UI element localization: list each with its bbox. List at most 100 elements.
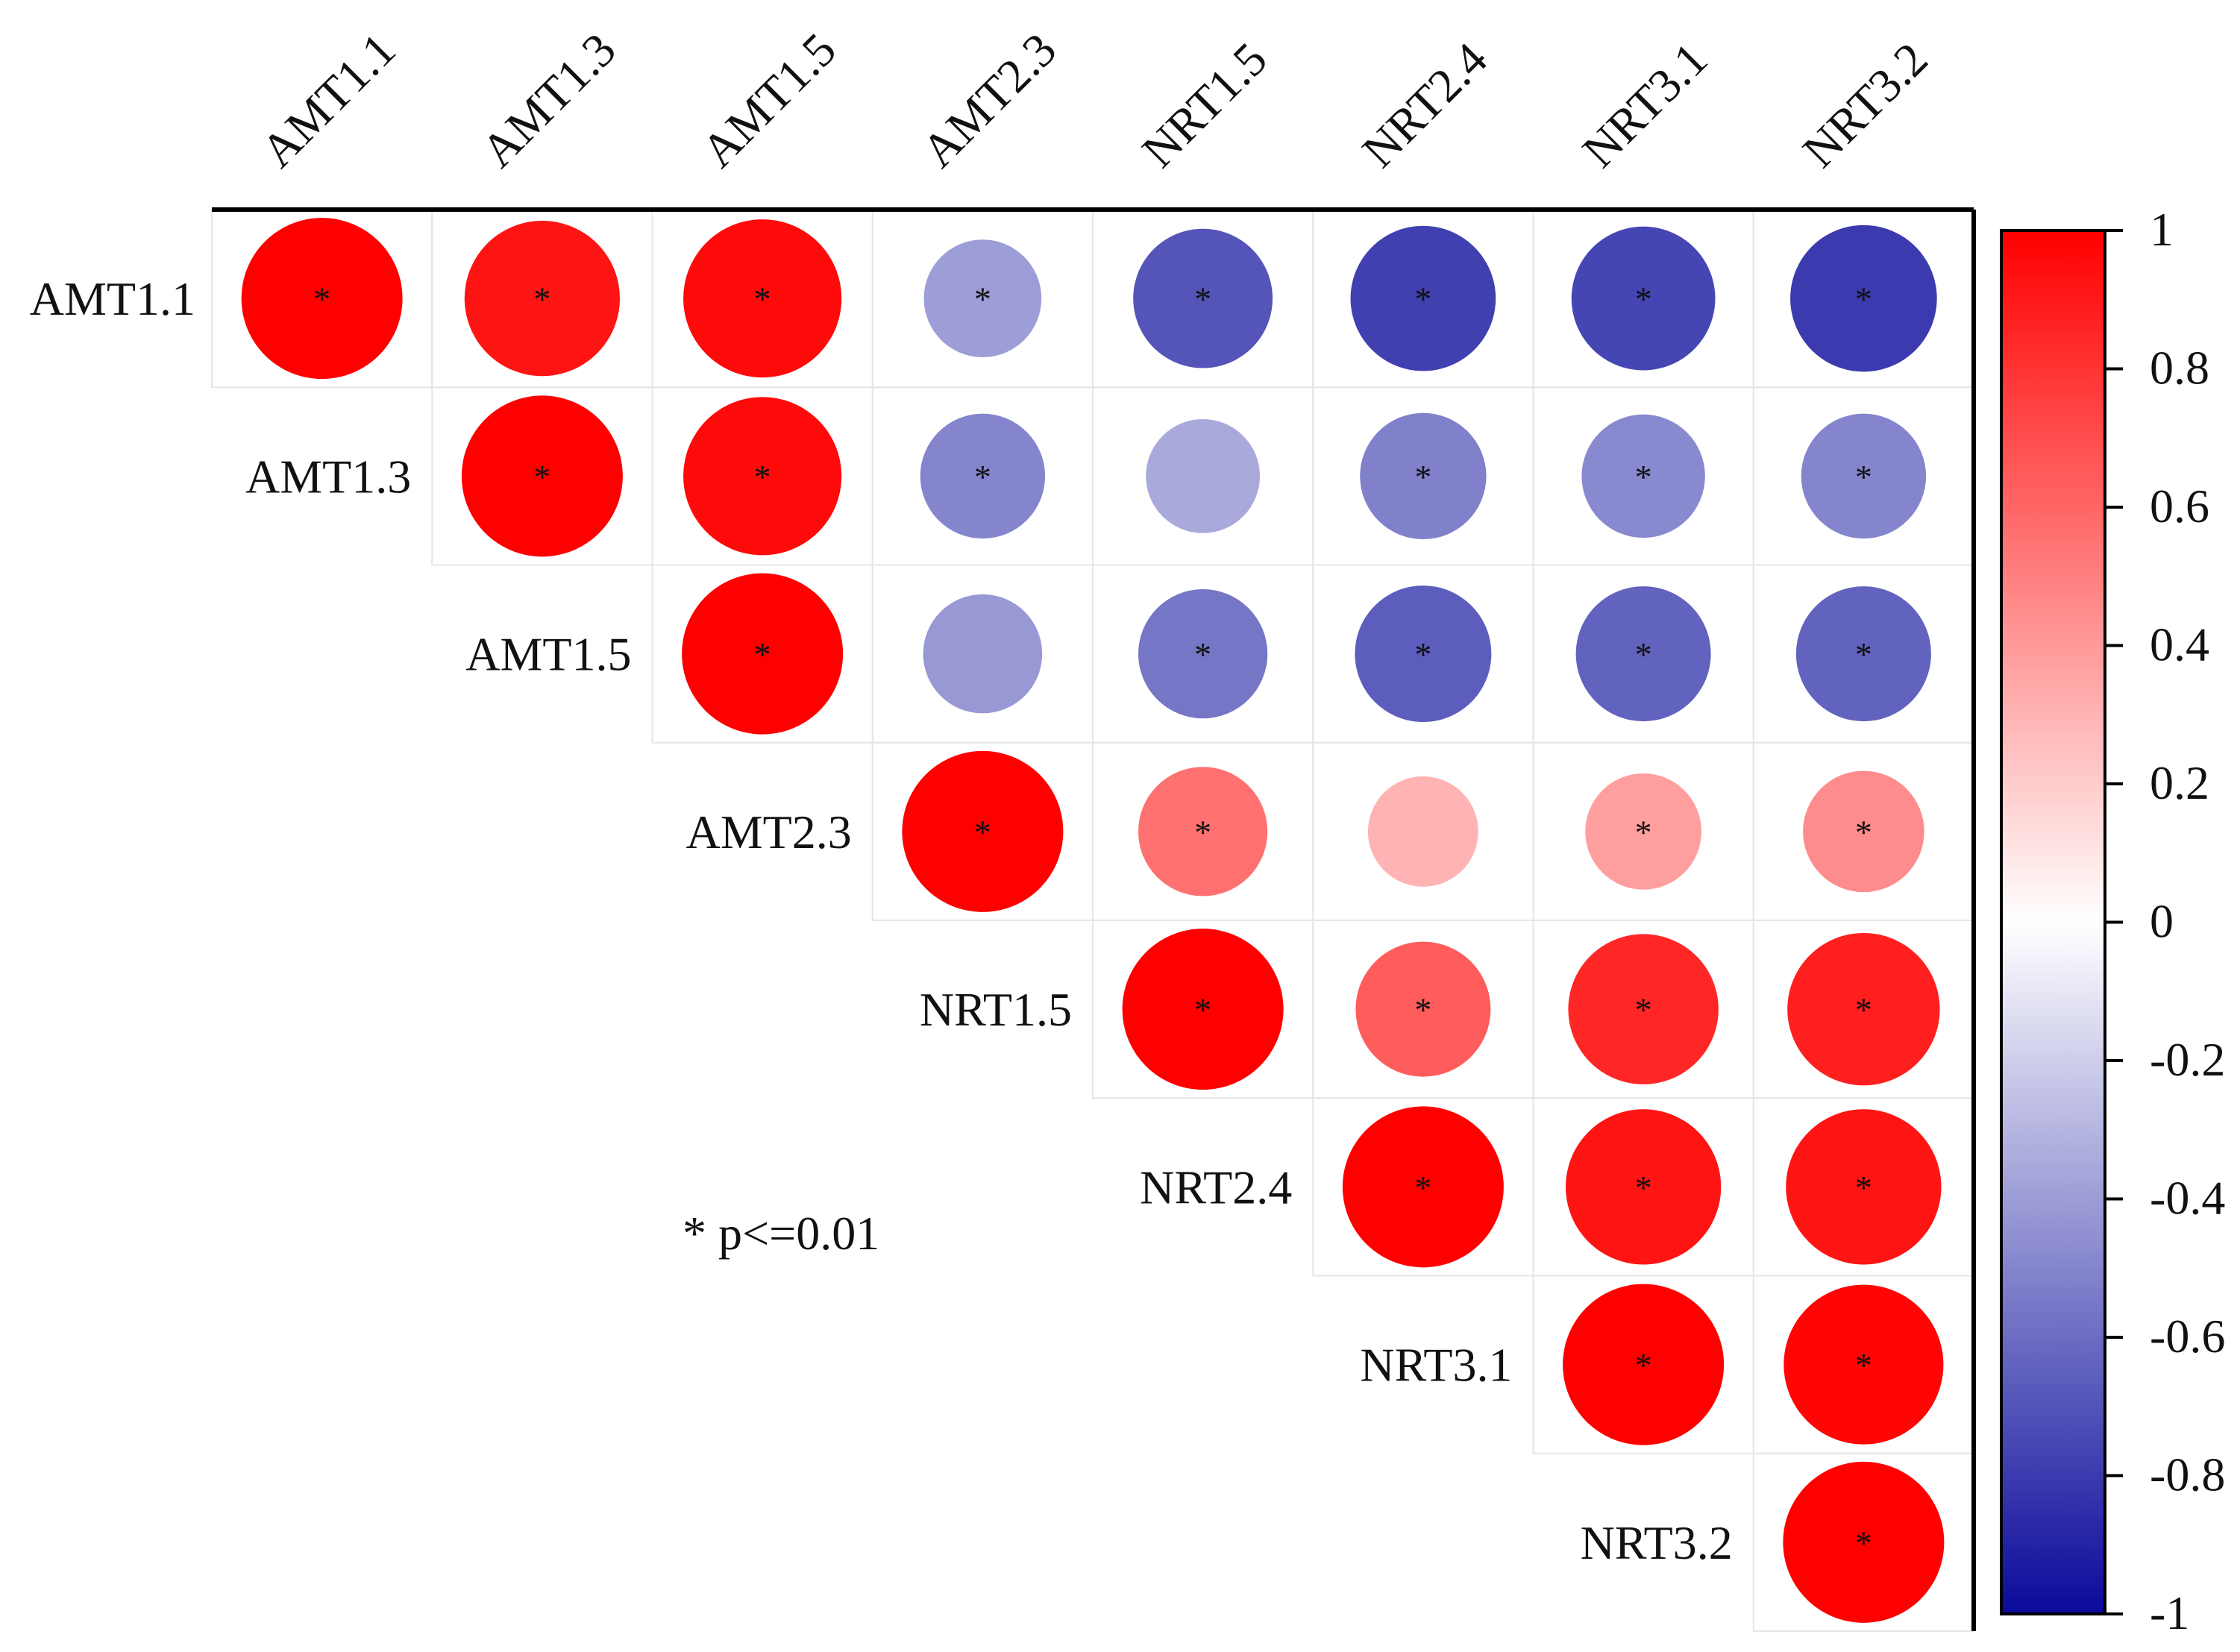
correlation-cells: * * * * * * * * * * * * * * * * * * * * * * * * * * * * * * * * *	[211, 209, 1974, 1632]
significance-marker: *	[533, 280, 550, 318]
colorbar-tick-label: 0.8	[2150, 342, 2209, 395]
significance-marker: *	[1855, 1169, 1872, 1207]
column-labels: AMT1.1 AMT1.3 AMT1.5 AMT2.3 NRT1.5 NRT2.4 NRT3…	[251, 23, 1937, 178]
col-label-NRT2.4: NRT2.4	[1352, 32, 1498, 178]
significance-marker: *	[1855, 635, 1872, 673]
col-label-AMT1.5: AMT1.5	[691, 23, 846, 178]
significance-marker: *	[1194, 635, 1211, 673]
col-label-NRT3.2: NRT3.2	[1792, 32, 1938, 178]
corr-circle-AMT2.3-NRT1.5	[1138, 767, 1268, 896]
colorbar-tick-label: 0.6	[2150, 480, 2209, 533]
significance-marker: *	[974, 813, 991, 851]
colorbar-tick-label: -1	[2150, 1586, 2189, 1639]
colorbar-gradient	[2000, 229, 2106, 1615]
colorbar-tick-label: -0.8	[2150, 1448, 2225, 1501]
corr-circle-AMT1.1-NRT1.5	[1133, 228, 1273, 368]
row-labels: AMT1.1 AMT1.3 AMT1.5 AMT2.3 NRT1.5 NRT2.4 NRT3…	[30, 272, 1733, 1569]
corr-circle-NRT2.4-NRT2.4	[1342, 1106, 1504, 1268]
corr-circle-NRT1.5-NRT2.4	[1355, 941, 1491, 1077]
significance-marker: *	[1635, 458, 1652, 496]
significance-marker: *	[1855, 1524, 1872, 1562]
row-label-AMT1.3: AMT1.3	[245, 450, 411, 503]
significance-marker: *	[1855, 458, 1872, 496]
significance-marker: *	[1414, 280, 1431, 318]
corr-circle-AMT1.1-AMT1.1	[241, 218, 403, 380]
significance-marker: *	[1414, 991, 1431, 1029]
col-label-NRT3.1: NRT3.1	[1572, 32, 1718, 178]
corr-circle-AMT2.3-NRT2.4	[1367, 776, 1478, 887]
significance-marker: *	[533, 458, 550, 496]
row-label-NRT3.1: NRT3.1	[1360, 1339, 1512, 1392]
significance-marker: *	[974, 458, 991, 496]
corr-circle-NRT1.5-NRT3.2	[1787, 932, 1940, 1086]
corr-circle-NRT2.4-NRT3.1	[1566, 1109, 1722, 1265]
colorbar-ticks: 1 0.8 0.6 0.4 0.2 0 -0.2 -0.4 -0.6 -0.8 -1	[2105, 203, 2225, 1639]
corr-circle-NRT3.1-NRT3.2	[1783, 1284, 1944, 1445]
corr-circle-AMT1.3-AMT2.3	[920, 413, 1046, 539]
corr-circle-AMT1.1-NRT3.1	[1571, 226, 1716, 371]
corr-circle-AMT1.3-NRT3.1	[1581, 414, 1705, 538]
significance-marker: *	[1855, 280, 1872, 318]
corr-circle-NRT1.5-NRT3.1	[1568, 934, 1719, 1084]
corr-circle-AMT1.5-AMT1.5	[682, 573, 844, 735]
colorbar-tick-label: 0	[2150, 895, 2174, 948]
corr-circle-AMT1.5-NRT1.5	[1138, 589, 1268, 719]
corr-circle-AMT1.3-NRT2.4	[1360, 412, 1487, 540]
significance-marker: *	[1855, 813, 1872, 851]
corr-circle-NRT3.1-NRT3.1	[1563, 1284, 1725, 1445]
significance-marker: *	[1855, 991, 1872, 1029]
colorbar-tick-label: 0.2	[2150, 756, 2209, 809]
corr-circle-NRT3.2-NRT3.2	[1783, 1461, 1945, 1623]
colorbar-tick-label: 0.4	[2150, 618, 2209, 671]
corr-circle-AMT2.3-NRT3.1	[1585, 773, 1701, 890]
corr-circle-AMT1.5-NRT3.2	[1795, 586, 1931, 722]
significance-marker: *	[1194, 813, 1211, 851]
colorbar-tick-label: -0.4	[2150, 1172, 2225, 1225]
row-label-NRT2.4: NRT2.4	[1140, 1161, 1292, 1213]
corr-circle-AMT1.5-NRT2.4	[1355, 585, 1492, 723]
significance-marker: *	[1194, 991, 1211, 1029]
corr-circle-AMT1.1-AMT1.5	[683, 219, 842, 378]
corr-circle-AMT1.3-NRT3.2	[1801, 413, 1927, 539]
corr-circle-AMT1.3-NRT1.5	[1146, 418, 1261, 533]
significance-marker: *	[1414, 458, 1431, 496]
colorbar: 1 0.8 0.6 0.4 0.2 0 -0.2 -0.4 -0.6 -0.8 -1	[2000, 203, 2225, 1639]
significance-marker: *	[1414, 635, 1431, 673]
significance-marker: *	[1635, 280, 1652, 318]
colorbar-tick-label: -0.6	[2150, 1310, 2225, 1363]
significance-marker: *	[1635, 991, 1652, 1029]
corr-circle-AMT2.3-NRT3.2	[1803, 770, 1924, 893]
col-label-NRT1.5: NRT1.5	[1132, 32, 1277, 178]
row-label-AMT1.5: AMT1.5	[465, 628, 631, 681]
corr-circle-NRT2.4-NRT3.2	[1786, 1109, 1942, 1265]
col-label-AMT2.3: AMT2.3	[912, 23, 1066, 178]
corr-circle-AMT1.1-NRT2.4	[1350, 225, 1496, 371]
significance-marker: *	[1855, 1346, 1872, 1384]
corr-circle-AMT1.1-NRT3.2	[1790, 224, 1937, 372]
row-label-NRT3.2: NRT3.2	[1581, 1516, 1733, 1569]
corr-circle-NRT1.5-NRT1.5	[1122, 929, 1284, 1090]
significance-marker: *	[754, 280, 771, 318]
corr-circle-AMT2.3-AMT2.3	[902, 750, 1064, 912]
significance-marker: *	[754, 635, 771, 673]
row-label-AMT1.1: AMT1.1	[30, 272, 195, 325]
colorbar-tick-label: 1	[2150, 203, 2174, 256]
row-label-NRT1.5: NRT1.5	[920, 983, 1072, 1036]
corr-circle-AMT1.3-AMT1.5	[683, 397, 842, 556]
significance-marker: *	[1635, 1346, 1652, 1384]
significance-marker: *	[313, 280, 330, 318]
corr-circle-AMT1.1-AMT1.3	[464, 221, 620, 377]
col-label-AMT1.3: AMT1.3	[471, 23, 626, 178]
corr-circle-AMT1.1-AMT2.3	[923, 239, 1042, 357]
colorbar-tick-label: -0.2	[2150, 1033, 2225, 1086]
col-label-AMT1.1: AMT1.1	[251, 23, 405, 178]
corr-circle-AMT1.5-AMT2.3	[923, 594, 1043, 714]
significance-marker: *	[974, 280, 991, 318]
significance-marker: *	[1414, 1169, 1431, 1207]
significance-marker: *	[1635, 813, 1652, 851]
significance-marker: *	[754, 458, 771, 496]
plot-frame	[212, 207, 1976, 1631]
significance-marker: *	[1194, 280, 1211, 318]
significance-note: * p<=0.01	[683, 1207, 879, 1260]
